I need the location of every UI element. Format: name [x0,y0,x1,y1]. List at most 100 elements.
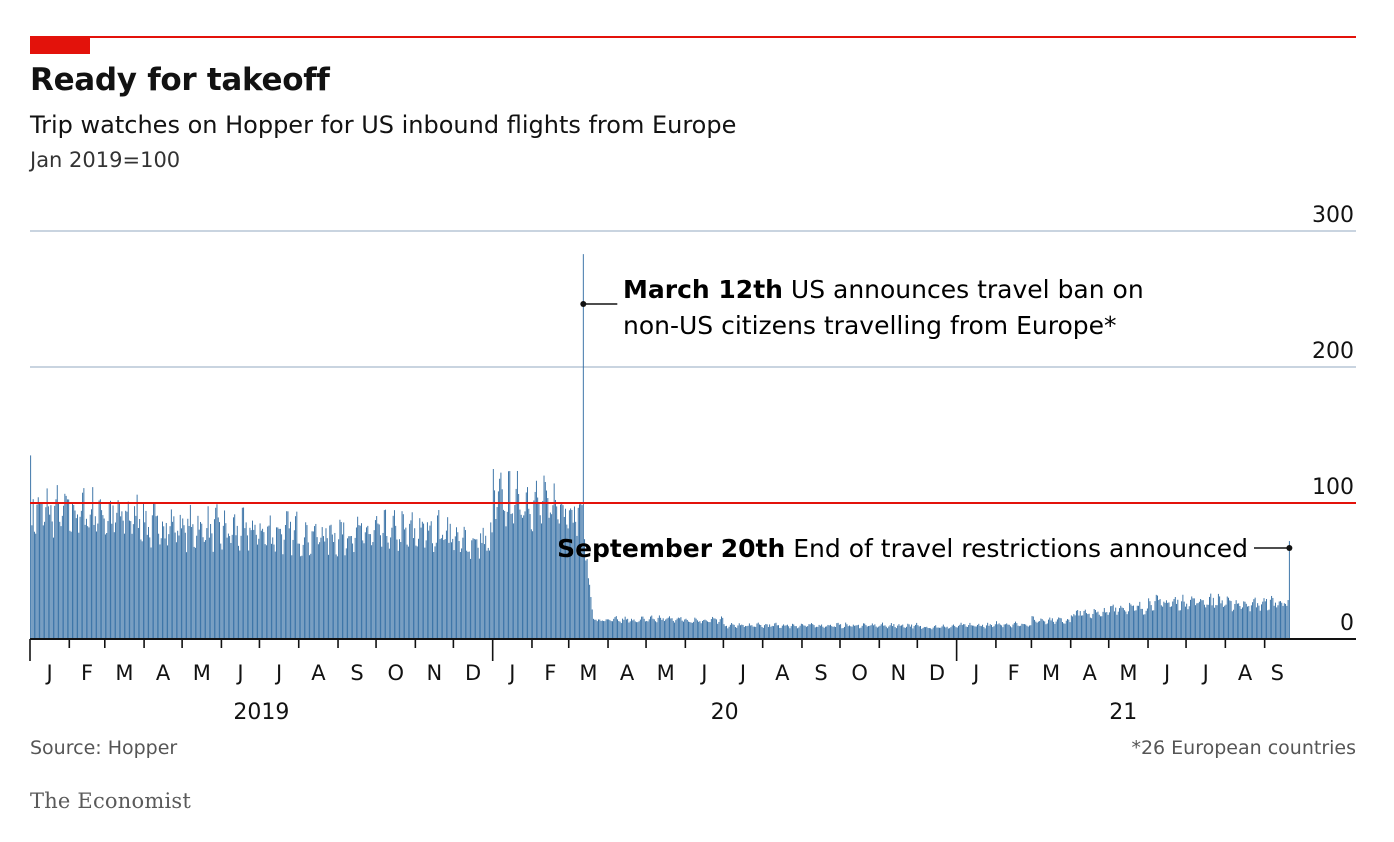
bar [1068,619,1070,639]
bar [1271,595,1273,639]
bar [1224,605,1226,639]
bar [665,619,667,639]
bar [99,499,101,639]
bar [1064,623,1066,639]
bar [191,526,193,639]
bar [813,625,815,639]
bar [1045,624,1047,639]
bar [644,621,646,639]
bar [160,538,162,639]
bar [601,620,603,639]
bar [636,622,638,639]
bar [1067,619,1068,639]
bar [767,626,769,639]
bar [322,536,324,639]
bar [532,531,534,639]
bar [779,627,781,639]
bar [762,627,764,639]
bar [1244,601,1246,639]
bar [425,540,427,639]
bar [732,624,734,639]
bar [325,528,327,639]
bar [931,629,933,639]
bar [989,624,991,639]
bar [144,522,146,639]
bar [415,545,417,639]
bar [1188,606,1190,639]
bar [271,543,272,639]
y-tick-label: 0 [1340,611,1354,636]
bar [241,507,243,639]
bar [340,522,342,639]
bar [876,627,878,639]
bar [1124,610,1126,639]
bar [472,538,474,639]
bar [1010,626,1011,639]
bar [101,510,103,639]
bar [875,626,877,639]
bar [874,624,876,639]
bar [975,626,977,639]
bar [511,513,513,639]
bar [1056,619,1058,639]
bar [1093,609,1095,639]
bar [168,534,170,639]
bar [245,522,247,639]
bar [1206,604,1208,639]
bar [369,534,371,639]
bar [194,547,196,639]
bar [82,492,84,639]
bar [1172,601,1174,639]
bar [96,531,98,639]
bar [127,501,129,639]
bar [392,515,394,639]
bar [364,532,366,639]
bar [102,515,104,639]
bar [951,625,953,639]
bar [139,519,141,639]
bar [451,542,452,639]
bar [1154,601,1156,639]
x-year-label: 20 [711,700,739,725]
bar [217,517,219,639]
footnote: *26 European countries [1131,737,1356,759]
bar [363,543,365,639]
bar [743,626,745,639]
bar [122,520,124,639]
bar [513,523,515,639]
bar [1240,608,1242,639]
bar [1236,603,1238,639]
bar [1145,610,1147,639]
bar [205,540,207,639]
bar [1059,617,1061,639]
bar [546,490,548,639]
bar [376,516,378,639]
bar [638,621,640,639]
bar [632,620,634,639]
bar [382,532,384,639]
bar [860,627,862,639]
bar [1120,605,1122,639]
bar [381,546,383,639]
bar [1178,610,1180,639]
bar [525,492,527,639]
bar [33,531,35,639]
bar [433,551,435,639]
bar [651,615,653,639]
x-month-label: J [507,661,515,685]
bar [795,626,797,639]
bar [566,524,568,639]
bar [752,626,754,639]
bar [111,523,113,639]
bar [584,539,586,639]
bar [263,532,265,639]
bar [1003,624,1005,639]
bar [1249,611,1251,639]
bar [184,532,186,639]
bar [189,504,191,639]
bar [239,550,241,639]
bar [855,625,857,639]
bar [98,500,100,639]
bar [1004,624,1006,639]
